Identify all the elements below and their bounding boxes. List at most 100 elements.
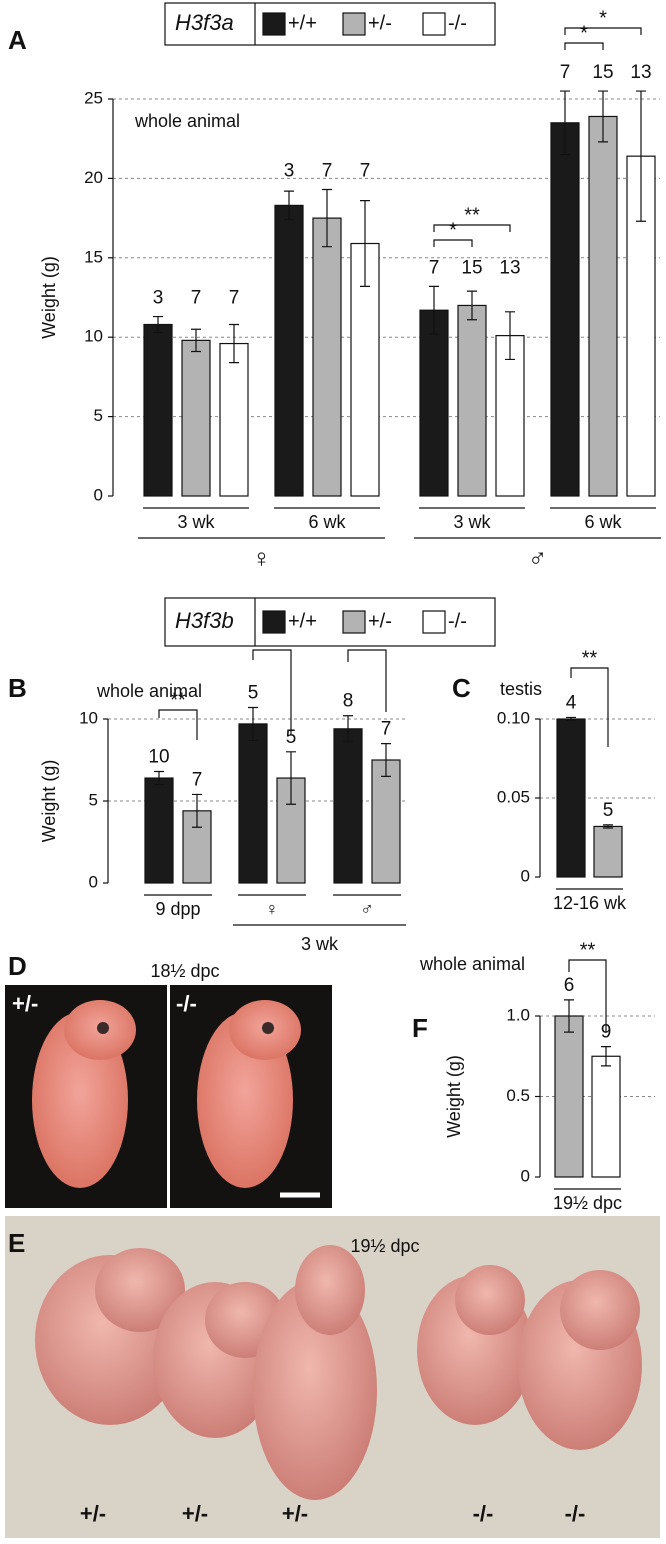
error-bar <box>248 706 258 741</box>
significance-label: * <box>449 219 457 241</box>
error-bar <box>343 715 353 743</box>
n-label: 15 <box>592 62 613 83</box>
x-tick-label: 19½ dpc <box>553 1193 622 1213</box>
photo-title: 19½ dpc <box>350 1236 419 1256</box>
n-label: 7 <box>192 769 203 790</box>
n-label: 7 <box>229 288 240 309</box>
error-bar <box>560 90 570 156</box>
error-bar <box>381 743 391 777</box>
error-bar <box>284 190 294 221</box>
n-label: 8 <box>343 691 354 712</box>
bar <box>312 217 342 497</box>
y-tick-label: 0.5 <box>506 1086 530 1105</box>
photo-title: 18½ dpc <box>150 961 219 981</box>
significance-bracket <box>158 709 198 740</box>
bar <box>588 115 618 497</box>
error-bar <box>229 323 239 364</box>
annotation: whole animal <box>419 954 525 974</box>
n-label: 3 <box>284 161 295 182</box>
genotype-label: +/- <box>282 1501 308 1526</box>
bar <box>593 825 623 878</box>
panel-label: C <box>452 673 471 703</box>
panel-label: F <box>412 1013 428 1043</box>
significance-bracket <box>433 224 511 232</box>
legend-swatch <box>342 12 366 36</box>
legend-title: H3f3a <box>175 10 234 35</box>
error-bar <box>286 751 296 805</box>
error-bar <box>191 328 201 353</box>
legend-swatch <box>262 12 286 36</box>
significance-label: * <box>580 22 588 44</box>
genotype-label: +/- <box>12 991 38 1016</box>
n-label: 13 <box>499 257 520 278</box>
y-axis-label: Weight (g) <box>39 760 59 843</box>
error-bar <box>154 770 164 786</box>
genotype-label: -/- <box>473 1501 494 1526</box>
annotation: whole animal <box>134 111 240 131</box>
genotype-label: +/- <box>80 1501 106 1526</box>
y-tick-label: 0.10 <box>497 708 530 727</box>
annotation: whole animal <box>96 681 202 701</box>
bar <box>181 339 211 497</box>
n-label: 5 <box>286 727 297 748</box>
significance-label: ** <box>582 647 598 669</box>
n-label: 5 <box>248 683 259 704</box>
legend-swatch <box>342 610 366 634</box>
x-tick-label: 6 wk <box>308 512 346 532</box>
significance-bracket <box>564 42 604 50</box>
y-tick-label: 5 <box>89 790 98 809</box>
y-tick-label: 20 <box>84 168 103 187</box>
pup <box>253 1280 377 1500</box>
legend-title: H3f3b <box>175 608 234 633</box>
y-axis-label: Weight (g) <box>39 256 59 339</box>
x-tick-label: 9 dpp <box>155 899 200 919</box>
pup <box>455 1265 525 1335</box>
bar <box>144 777 174 884</box>
n-label: 3 <box>153 288 164 309</box>
y-tick-label: 0 <box>89 872 98 891</box>
significance-bracket <box>564 27 642 35</box>
significance-bracket <box>568 959 607 1032</box>
n-label: 10 <box>148 746 169 767</box>
embryo-eye <box>262 1022 274 1034</box>
error-bar <box>566 716 576 722</box>
error-bar <box>636 90 646 222</box>
error-bar <box>192 793 202 828</box>
bar <box>143 323 173 497</box>
pup <box>95 1248 185 1332</box>
significance-label: ** <box>464 204 480 226</box>
n-label: 7 <box>191 288 202 309</box>
error-bar <box>598 90 608 143</box>
bar <box>274 204 304 497</box>
n-label: 7 <box>429 257 440 278</box>
bar <box>333 728 363 884</box>
y-tick-label: 15 <box>84 247 103 266</box>
significance-label: ** <box>170 689 186 711</box>
panel-label: E <box>8 1228 25 1258</box>
legend-label: +/+ <box>288 610 317 632</box>
error-bar <box>564 999 574 1033</box>
n-label: 7 <box>360 161 371 182</box>
bar <box>591 1055 621 1178</box>
y-tick-label: 0.05 <box>497 787 530 806</box>
bar <box>371 759 401 884</box>
error-bar <box>322 188 332 248</box>
y-tick-label: 5 <box>94 406 103 425</box>
legend-label: -/- <box>448 610 467 632</box>
error-bar <box>467 290 477 321</box>
y-tick-label: 0 <box>94 485 103 504</box>
y-tick-label: 1.0 <box>506 1005 530 1024</box>
group-label: 3 wk <box>301 934 339 954</box>
y-tick-label: 0 <box>521 866 530 885</box>
significance-bracket <box>347 649 387 712</box>
bar <box>550 122 580 497</box>
x-tick-label: ♀ <box>265 899 279 919</box>
bar <box>238 723 268 884</box>
genotype-label: -/- <box>176 991 197 1016</box>
n-label: 13 <box>630 62 651 83</box>
legend-swatch <box>422 12 446 36</box>
n-label: 6 <box>564 975 575 996</box>
group-label: ♂ <box>528 543 548 573</box>
error-bar <box>360 200 370 287</box>
